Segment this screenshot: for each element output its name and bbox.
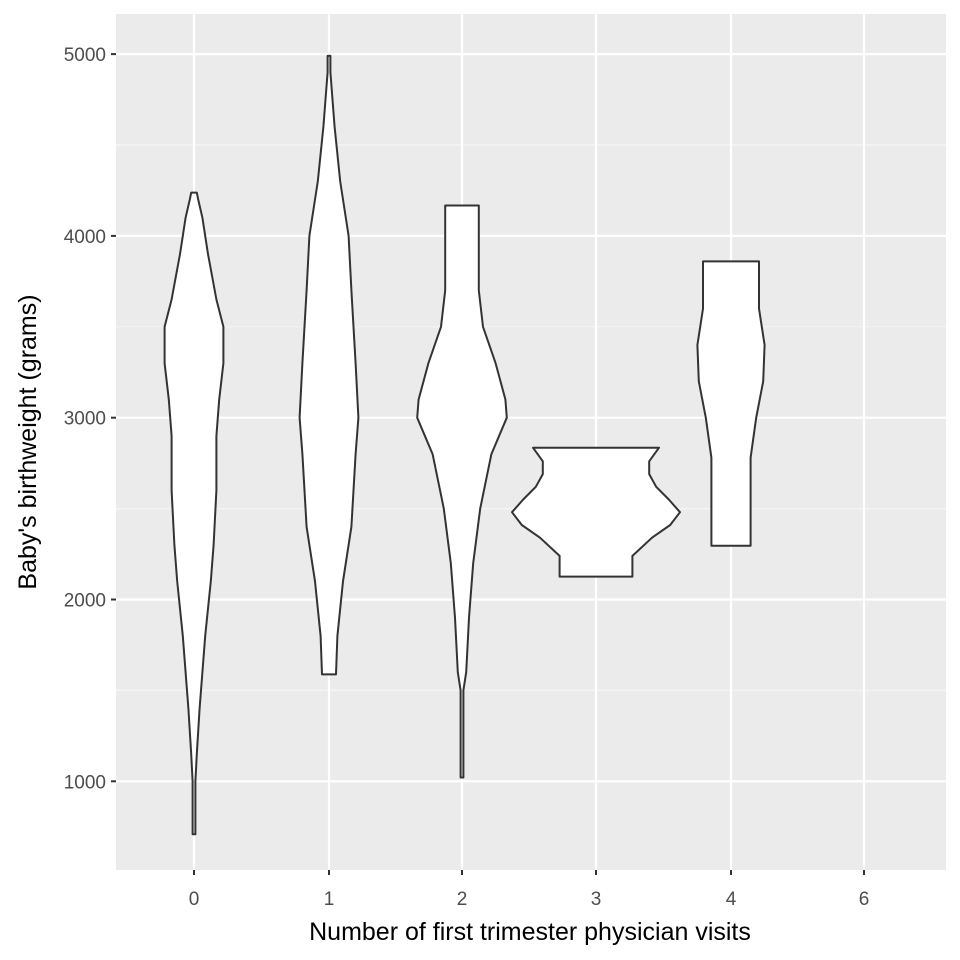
violin-0 [163, 191, 225, 836]
x-tick-label: 2 [457, 889, 468, 910]
x-tick-label: 1 [324, 889, 335, 910]
violins [163, 54, 766, 836]
violin-4 [696, 260, 766, 547]
x-tick-label: 0 [189, 889, 200, 910]
x-tick-label: 3 [591, 889, 602, 910]
x-tick-label: 4 [726, 889, 737, 910]
x-axis-title: Number of first trimester physician visi… [309, 918, 751, 946]
x-tick-label: 6 [859, 889, 870, 910]
violin-2 [416, 204, 508, 779]
y-axis-title: Baby's birthweight (grams) [14, 294, 42, 589]
violin-1 [298, 54, 360, 676]
plot-background [116, 14, 946, 870]
minor-gridlines [116, 144, 946, 692]
y-tick-label: 1000 [64, 772, 106, 793]
violin-3 [511, 446, 681, 578]
y-axis: 1000 2000 3000 4000 5000 [64, 45, 116, 793]
x-axis: 0 1 2 3 4 6 [189, 870, 870, 910]
y-tick-label: 4000 [64, 227, 106, 248]
y-tick-label: 5000 [64, 45, 106, 66]
y-tick-label: 3000 [64, 409, 106, 430]
y-tick-label: 2000 [64, 591, 106, 612]
